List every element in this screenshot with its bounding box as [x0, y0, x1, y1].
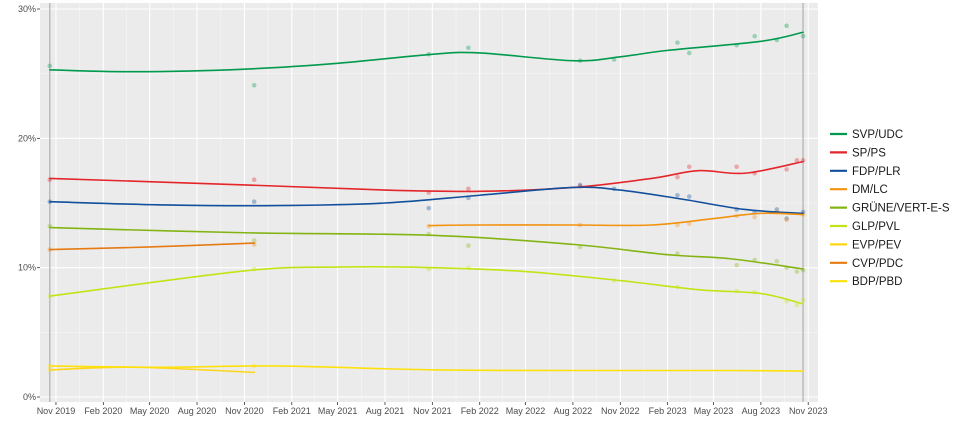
legend-label-bdp-pbd: BDP/PBD — [852, 276, 903, 288]
x-tick-label: Nov 2021 — [413, 406, 452, 416]
grid-lines — [40, 3, 818, 402]
poll-point-dm-lc — [686, 221, 692, 226]
poll-point-fdp-plr — [426, 205, 432, 211]
poll-point-sp-ps — [734, 164, 739, 170]
y-tick-label: 10% — [18, 263, 36, 273]
legend-label-sp-ps: SP/PS — [852, 147, 886, 159]
poll-point-gr-ne-vert-e-s — [675, 251, 680, 256]
poll-point-fdp-plr — [686, 194, 692, 199]
x-tick-label: Feb 2021 — [273, 406, 311, 416]
x-tick-label: Aug 2020 — [178, 406, 217, 416]
trend-line-gr-ne-vert-e-s — [48, 226, 804, 270]
trend-line-bdp-pbd — [48, 365, 804, 372]
poll-points — [47, 23, 806, 373]
legend-label-svp-udc: SVP/UDC — [852, 129, 903, 141]
legend-label-dm-lc: DM/LC — [852, 184, 888, 196]
poll-point-glp-pvl — [794, 302, 800, 308]
legend: SVP/UDC SP/PS FDP/PLR DM/LC GRÜNE/VERT-E-S GL… — [830, 129, 950, 288]
plot-panel — [40, 3, 818, 402]
legend-label-evp-pev: EVP/PEV — [852, 239, 902, 251]
poll-point-svp-udc — [675, 40, 680, 45]
poll-point-sp-ps — [686, 164, 692, 170]
poll-point-gr-ne-vert-e-s — [466, 243, 471, 248]
y-tick-label: 20% — [18, 133, 36, 143]
x-tick-label: May 2023 — [694, 406, 734, 416]
legend-label-gr-ne-vert-e-s: GRÜNE/VERT-E-S — [852, 203, 950, 215]
poll-point-dm-lc — [784, 217, 789, 223]
trend-line-svp-udc — [48, 31, 804, 73]
poll-point-gr-ne-vert-e-s — [774, 258, 780, 264]
x-tick-label: May 2021 — [318, 406, 358, 416]
poll-point-dm-lc — [675, 222, 680, 228]
poll-point-sp-ps — [251, 177, 257, 183]
trend-line-fdp-plr — [48, 186, 804, 215]
x-tick-label: Nov 2023 — [789, 406, 828, 416]
poll-point-glp-pvl — [800, 297, 806, 303]
poll-point-svp-udc — [784, 23, 789, 29]
poll-point-fdp-plr — [675, 192, 680, 198]
poll-point-svp-udc — [47, 63, 53, 69]
poll-point-gr-ne-vert-e-s — [794, 269, 800, 274]
x-tick-label: Aug 2022 — [554, 406, 593, 416]
x-tick-label: May 2020 — [130, 406, 170, 416]
y-tick-label: 30% — [18, 4, 36, 14]
poll-point-sp-ps — [784, 167, 789, 172]
poll-point-gr-ne-vert-e-s — [251, 238, 257, 243]
legend-label-fdp-plr: FDP/PLR — [852, 166, 901, 178]
poll-point-fdp-plr — [774, 207, 780, 212]
poll-point-fdp-plr — [251, 199, 257, 205]
poll-point-svp-udc — [686, 50, 692, 56]
poll-point-fdp-plr — [784, 216, 789, 221]
poll-point-gr-ne-vert-e-s — [734, 262, 739, 268]
trend-line-sp-ps — [48, 160, 804, 193]
poll-point-svp-udc — [752, 33, 757, 39]
trend-line-glp-pvl — [48, 265, 804, 305]
poll-point-svp-udc — [251, 83, 257, 88]
x-tick-label: Feb 2022 — [461, 406, 499, 416]
x-tick-label: Aug 2023 — [742, 406, 781, 416]
trend-line-dm-lc — [427, 212, 804, 227]
x-tick-label: Aug 2021 — [366, 406, 405, 416]
axes: 0% 10% 20% 30% Nov 2019 Feb 2020 May 2020 Aug 2… — [18, 4, 827, 416]
x-tick-label: Feb 2023 — [649, 406, 687, 416]
trend-line-cvp-pdc — [48, 242, 255, 251]
x-tick-label: Nov 2020 — [225, 406, 264, 416]
x-tick-label: Nov 2019 — [37, 406, 76, 416]
poll-point-sp-ps — [675, 174, 680, 180]
legend-label-cvp-pdc: CVP/PDC — [852, 258, 903, 270]
poll-point-sp-ps — [466, 186, 471, 192]
x-tick-label: May 2022 — [506, 406, 546, 416]
poll-point-sp-ps — [794, 158, 800, 163]
poll-point-svp-udc — [800, 33, 806, 39]
poll-point-svp-udc — [466, 45, 471, 51]
legend-label-glp-pvl: GLP/PVL — [852, 221, 901, 233]
poll-point-dm-lc — [752, 214, 757, 220]
trend-lines — [48, 31, 804, 374]
y-tick-label: 0% — [23, 392, 36, 402]
x-tick-label: Feb 2020 — [84, 406, 122, 416]
x-tick-label: Nov 2022 — [601, 406, 640, 416]
